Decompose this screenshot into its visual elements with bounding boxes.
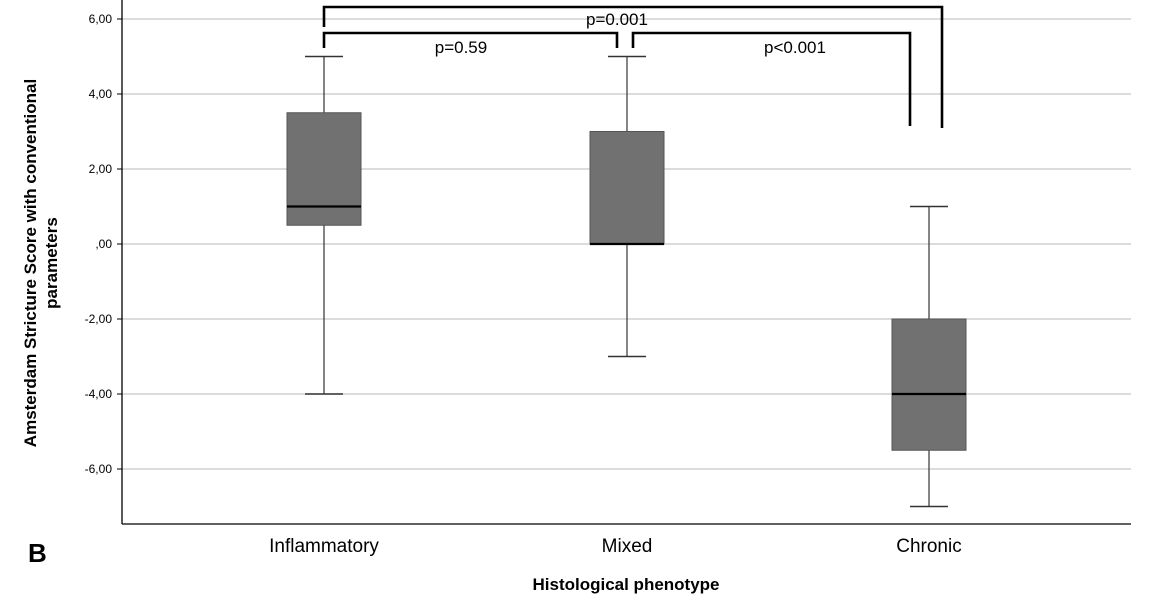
x-tick-label: Inflammatory (269, 536, 379, 557)
x-tick-label: Mixed (602, 536, 653, 557)
y-tick-label: 6,00 (89, 12, 113, 26)
box-mixed (589, 55, 665, 358)
bracket-mixed-chronic (631, 31, 912, 126)
axes (117, 0, 1131, 525)
iqr-box (589, 131, 665, 245)
x-tick-labels: Inflammatory Mixed Chronic (269, 536, 962, 557)
p-value-label: p=0.59 (435, 38, 487, 57)
y-axis-title-line-2: parameters (42, 217, 61, 309)
x-axis-title: Histological phenotype (532, 575, 719, 594)
panel-label: B (28, 538, 47, 568)
y-tick-label: ,00 (95, 237, 112, 251)
y-tick-label: -6,00 (85, 462, 113, 476)
y-tick-labels: -6,00 -4,00 -2,00 ,00 2,00 4,00 6,00 (85, 12, 113, 476)
y-tick-label: -4,00 (85, 387, 113, 401)
box-series (286, 55, 967, 508)
y-tick-label: 2,00 (89, 162, 113, 176)
x-tick-label: Chronic (896, 536, 961, 557)
box-chronic (891, 205, 967, 508)
y-axis-title-line-1: Amsterdam Stricture Score with conventio… (21, 79, 40, 447)
significance-brackets: p=0.59 p=0.001 p<0.001 (322, 5, 944, 128)
p-value-label: p=0.001 (586, 10, 648, 29)
y-tick-label: -2,00 (85, 312, 113, 326)
y-axis-title: Amsterdam Stricture Score with conventio… (21, 79, 61, 447)
bracket-inflammatory-chronic (322, 5, 944, 128)
box-inflammatory (286, 55, 362, 395)
bracket-inflammatory-mixed (322, 31, 619, 48)
iqr-box (891, 318, 967, 451)
p-value-label: p<0.001 (764, 38, 826, 57)
iqr-box (286, 112, 362, 226)
y-tick-label: 4,00 (89, 87, 113, 101)
